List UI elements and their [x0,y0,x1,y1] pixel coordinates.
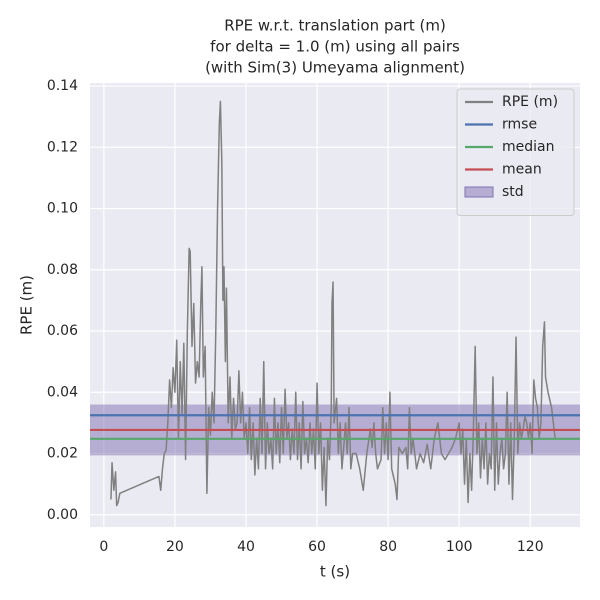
x-tick-label: 60 [308,539,326,555]
legend-swatch [464,186,494,198]
x-tick-label: 80 [379,539,397,555]
chart-title: (with Sim(3) Umeyama alignment) [205,59,465,77]
y-tick-label: 0.14 [47,78,78,94]
x-axis-label: t (s) [320,563,350,581]
y-tick-label: 0.10 [47,201,78,217]
chart-title: RPE w.r.t. translation part (m) [224,17,446,35]
x-tick-label: 0 [99,539,108,555]
y-tick-label: 0.08 [47,262,78,278]
x-tick-label: 120 [517,539,544,555]
marks [90,100,580,507]
x-tick-label: 40 [237,539,255,555]
legend-label: std [502,184,524,200]
y-tick-label: 0.12 [47,139,78,155]
y-axis-label: RPE (m) [18,275,36,335]
legend-label: rmse [502,117,537,133]
legend-label: RPE (m) [502,94,558,110]
y-tick-label: 0.00 [47,507,78,523]
legend-label: mean [502,162,542,178]
y-tick-label: 0.04 [47,384,78,400]
x-tick-label: 100 [446,539,473,555]
labels: RPE w.r.t. translation part (m) for delta… [18,17,575,581]
legend-label: median [502,139,554,155]
legend-box [456,88,575,216]
legend: RPE (m) rmse median mean std [456,88,575,216]
x-tick-label: 20 [166,539,184,555]
y-tick-label: 0.02 [47,446,78,462]
y-tick-label: 0.06 [47,323,78,339]
chart-title: for delta = 1.0 (m) using all pairs [210,38,460,56]
